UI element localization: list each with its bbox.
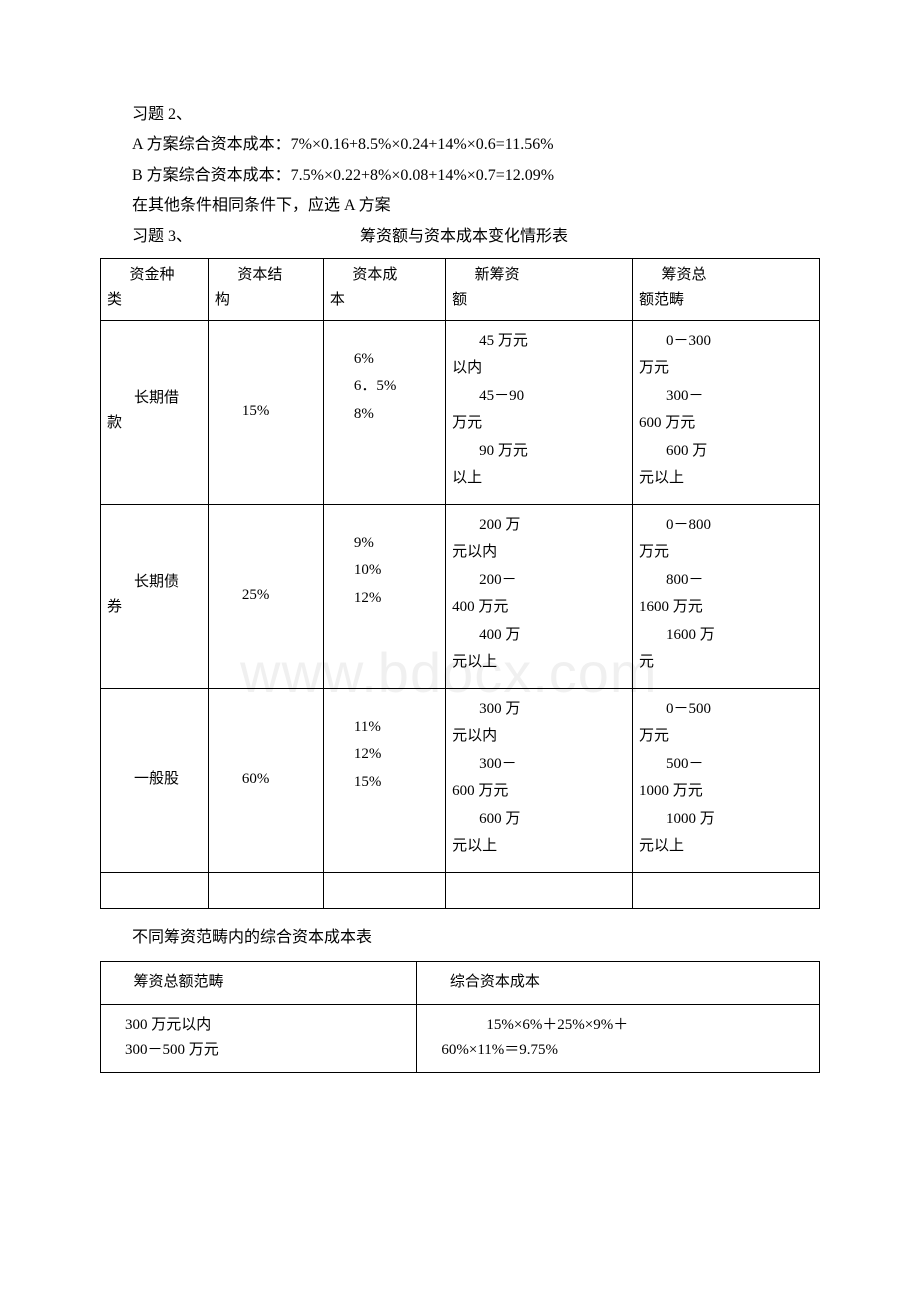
ex3-table-title: 筹资额与资本成本变化情形表 — [360, 228, 568, 245]
cell-amount: 300 万元以内 300－600 万元 600 万元以上 — [446, 688, 633, 872]
hdr-total-range: 筹资总额范畴 — [633, 258, 820, 320]
cell-struct: 25% — [208, 504, 323, 688]
ex3-label: 习题 3、 — [132, 228, 192, 245]
cell-struct: 15% — [208, 320, 323, 504]
table-row: 300 万元以内 300－500 万元 15%×6%＋25%×9%＋ 60%×1… — [101, 1004, 820, 1072]
hdr-new-amount: 新筹资额 — [446, 258, 633, 320]
table-2-title: 不同筹资范畴内的综合资本成本表 — [100, 923, 820, 953]
cell-struct: 60% — [208, 688, 323, 872]
table-row: 一般股 60% 11%12%15% 300 万元以内 300－600 万元 60… — [101, 688, 820, 872]
exercise-2-title: 习题 2、 — [100, 100, 820, 130]
cell-composite-calc: 15%×6%＋25%×9%＋ 60%×11%＝9.75% — [417, 1004, 820, 1072]
cell-amount: 200 万元以内 200－400 万元 400 万元以上 — [446, 504, 633, 688]
table-1-wrap: 资金种类 资本结构 资本成本 新筹资额 筹资总额范畴 长期借款 15% 6%6．… — [100, 258, 820, 909]
cell-range-list: 300 万元以内 300－500 万元 — [101, 1004, 417, 1072]
cell-cost: 6%6．5%8% — [323, 320, 445, 504]
table-header-row: 筹资总额范畴 综合资本成本 — [101, 962, 820, 1005]
cell-type: 长期债券 — [101, 504, 209, 688]
cell-type: 长期借款 — [101, 320, 209, 504]
cell-range: 0－300万元 300－600 万元 600 万元以上 — [633, 320, 820, 504]
plan-b-calc: B 方案综合资本成本：7.5%×0.22+8%×0.08+14%×0.7=12.… — [100, 161, 820, 191]
table-row: 长期借款 15% 6%6．5%8% 45 万元以内 45－90万元 90 万元以… — [101, 320, 820, 504]
hdr-composite-cost: 综合资本成本 — [417, 962, 820, 1005]
cell-range: 0－800万元 800－1600 万元 1600 万元 — [633, 504, 820, 688]
cell-cost: 9%10%12% — [323, 504, 445, 688]
composite-cost-table: 筹资总额范畴 综合资本成本 300 万元以内 300－500 万元 15%×6%… — [100, 961, 820, 1073]
hdr-structure: 资本结构 — [208, 258, 323, 320]
cell-type: 一般股 — [101, 688, 209, 872]
document-content: 习题 2、 A 方案综合资本成本：7%×0.16+8.5%×0.24+14%×0… — [100, 100, 820, 1073]
table-header-row: 资金种类 资本结构 资本成本 新筹资额 筹资总额范畴 — [101, 258, 820, 320]
table-empty-row — [101, 872, 820, 908]
hdr-cost: 资本成本 — [323, 258, 445, 320]
exercise-3-title: 习题 3、 筹资额与资本成本变化情形表 — [100, 222, 820, 252]
cell-amount: 45 万元以内 45－90万元 90 万元以上 — [446, 320, 633, 504]
capital-cost-table: 资金种类 资本结构 资本成本 新筹资额 筹资总额范畴 长期借款 15% 6%6．… — [100, 258, 820, 909]
cell-range: 0－500万元 500－1000 万元 1000 万元以上 — [633, 688, 820, 872]
plan-a-calc: A 方案综合资本成本：7%×0.16+8.5%×0.24+14%×0.6=11.… — [100, 130, 820, 160]
hdr-fund-type: 资金种类 — [101, 258, 209, 320]
cell-cost: 11%12%15% — [323, 688, 445, 872]
table-row: 长期债券 25% 9%10%12% 200 万元以内 200－400 万元 40… — [101, 504, 820, 688]
conclusion: 在其他条件相同条件下，应选 A 方案 — [100, 191, 820, 221]
hdr-range: 筹资总额范畴 — [101, 962, 417, 1005]
